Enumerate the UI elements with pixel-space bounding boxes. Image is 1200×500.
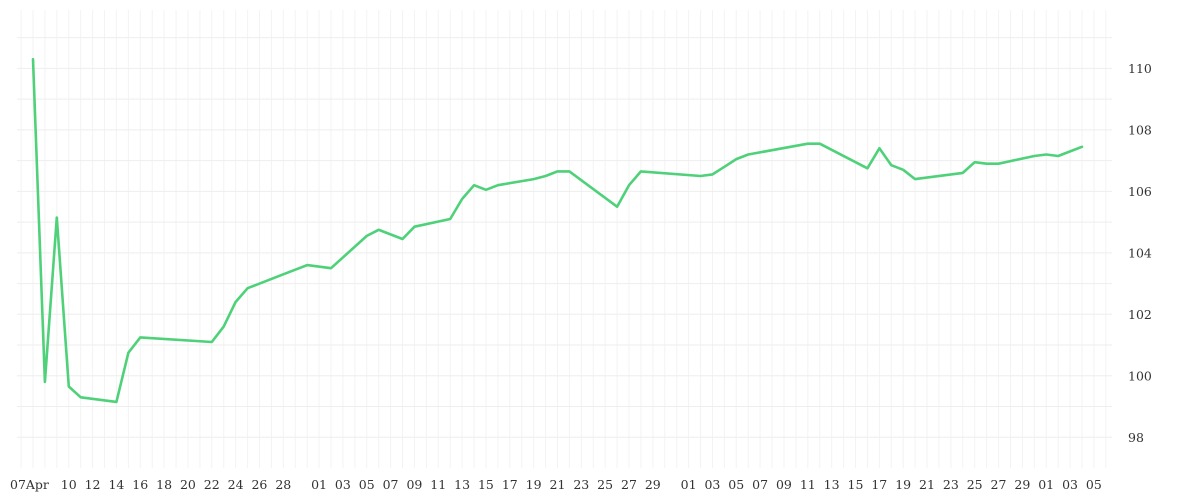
x-tick-label: 26 (251, 477, 267, 492)
x-tick-label: 23 (573, 477, 589, 492)
x-tick-label: 21 (550, 477, 566, 492)
x-tick-label: 01 (681, 477, 697, 492)
y-tick-label: 108 (1128, 122, 1152, 137)
x-tick-label: 13 (824, 477, 840, 492)
x-axis: 07Apr 10 12 14 16 18 20 22 24 26 28 01 03 05 07 09 11 13 1… (10, 477, 1102, 492)
x-tick-label: 17 (871, 477, 887, 492)
x-tick-label: 29 (645, 477, 661, 492)
y-tick-label: 104 (1128, 245, 1152, 260)
x-tick-label: 25 (967, 477, 983, 492)
x-tick-label: 07Apr (10, 477, 49, 492)
x-tick-label: 09 (406, 477, 422, 492)
x-tick-label: 11 (800, 477, 816, 492)
x-tick-label: 05 (359, 477, 375, 492)
y-tick-label: 98 (1128, 430, 1144, 445)
y-tick-label: 110 (1128, 61, 1152, 76)
x-tick-label: 03 (1062, 477, 1078, 492)
series-line (31, 57, 1084, 404)
x-tick-label: 28 (275, 477, 291, 492)
x-tick-label: 03 (704, 477, 720, 492)
x-tick-label: 16 (132, 477, 148, 492)
horizontal-grid (17, 37, 1112, 438)
x-tick-label: 15 (848, 477, 864, 492)
x-tick-label: 10 (61, 477, 77, 492)
x-tick-label: 23 (943, 477, 959, 492)
x-tick-label: 25 (597, 477, 613, 492)
x-tick-label: 22 (204, 477, 220, 492)
x-tick-label: 07 (752, 477, 768, 492)
x-tick-label: 27 (991, 477, 1007, 492)
x-tick-label: 12 (85, 477, 101, 492)
x-tick-label: 17 (502, 477, 518, 492)
y-tick-label: 102 (1128, 307, 1152, 322)
x-tick-label: 24 (228, 477, 244, 492)
x-tick-label: 19 (526, 477, 542, 492)
y-tick-label: 106 (1128, 184, 1152, 199)
y-axis: 98 100 102 104 106 108 110 (1128, 61, 1152, 445)
x-tick-label: 05 (728, 477, 744, 492)
x-tick-label: 18 (156, 477, 172, 492)
x-tick-label: 11 (430, 477, 446, 492)
x-tick-label: 27 (621, 477, 637, 492)
x-tick-label: 05 (1086, 477, 1102, 492)
x-tick-label: 03 (335, 477, 351, 492)
x-tick-label: 09 (776, 477, 792, 492)
x-tick-label: 29 (1014, 477, 1030, 492)
x-tick-label: 20 (180, 477, 196, 492)
x-tick-label: 01 (1038, 477, 1054, 492)
x-tick-label: 21 (919, 477, 935, 492)
x-tick-label: 15 (478, 477, 494, 492)
x-tick-label: 19 (895, 477, 911, 492)
x-tick-label: 13 (454, 477, 470, 492)
x-tick-label: 01 (311, 477, 327, 492)
vertical-grid (20, 10, 1107, 468)
x-tick-label: 14 (108, 477, 124, 492)
x-tick-label: 07 (383, 477, 399, 492)
y-tick-label: 100 (1128, 368, 1152, 383)
